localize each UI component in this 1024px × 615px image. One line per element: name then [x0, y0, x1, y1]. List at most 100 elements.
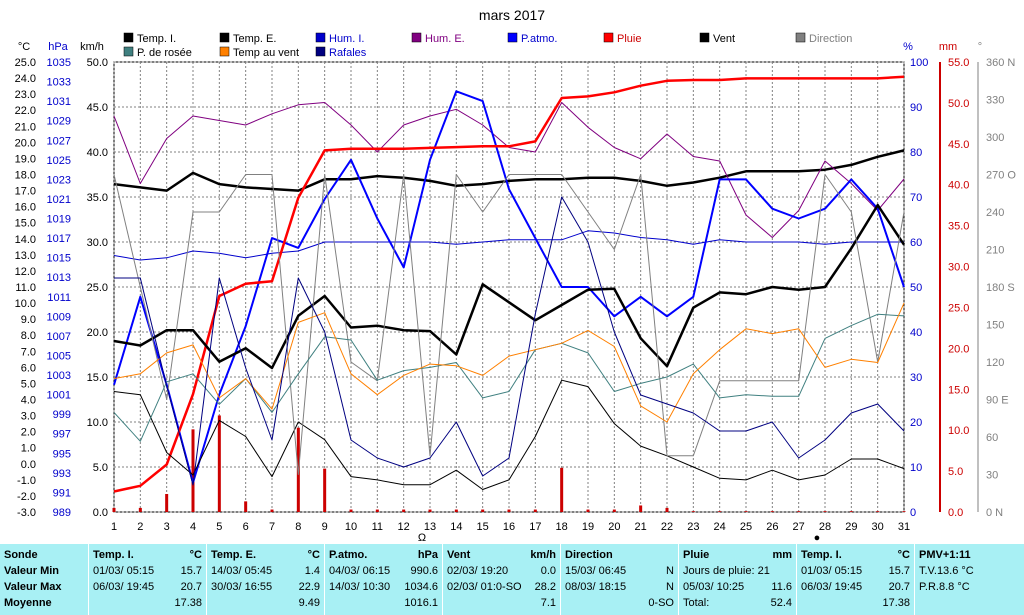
stat-min-date: 14/03/ 05:45 [211, 565, 273, 577]
rain-bar [612, 509, 616, 512]
stat-unit: mm [772, 549, 792, 561]
x-tick-label: 2 [137, 521, 143, 533]
stat-total: 52.4 [770, 597, 792, 609]
tick-label-left: 11.0 [15, 282, 36, 294]
rain-bar [770, 511, 774, 512]
axis-unit-right: mm [939, 41, 957, 53]
tick-label-right: 90 E [986, 395, 1009, 407]
stat-max-date: 06/03/ 19:45 [93, 581, 155, 593]
legend-swatch [507, 32, 518, 43]
tick-label-left: 30.0 [87, 237, 108, 249]
rain-bar [586, 509, 590, 512]
weather-chart: mars 2017°C25.024.023.022.021.020.019.01… [15, 7, 1017, 544]
stat-max-date: 30/03/ 16:55 [211, 581, 273, 593]
stat-average: 0-SO [648, 597, 674, 609]
stat-min-value: 15.7 [888, 565, 910, 577]
stat-total-label: Total: [683, 597, 710, 609]
tick-label-right: 40 [910, 327, 922, 339]
tick-label-left: 22.0 [15, 105, 36, 117]
legend-swatch [603, 32, 614, 43]
stat-max-date: 08/03/ 18:15 [565, 581, 627, 593]
x-tick-label: 20 [608, 521, 620, 533]
stat-max-date: 14/03/ 10:30 [329, 581, 391, 593]
stat-title: Direction [565, 549, 613, 561]
stat-min-value: 15.7 [180, 565, 202, 577]
tick-label-right: 0 N [986, 507, 1003, 519]
stat-min-date: 02/03/ 19:20 [447, 565, 509, 577]
rain-bar [454, 509, 458, 512]
tick-label-left: 18.0 [15, 170, 36, 182]
tick-label-left: 995 [53, 448, 71, 460]
max-label: Valeur Max [4, 581, 62, 593]
x-tick-label: 18 [556, 521, 568, 533]
legend-swatch [795, 32, 806, 43]
tick-label-right: 30 [910, 372, 922, 384]
tick-label-right: 30.0 [948, 262, 969, 274]
moon-marker: Ω [418, 532, 426, 544]
rain-bar [112, 507, 116, 512]
x-tick-label: 1 [111, 521, 117, 533]
tick-label-left: 1007 [47, 331, 71, 343]
x-tick-label: 3 [164, 521, 170, 533]
tick-label-right: 60 [986, 432, 998, 444]
tick-label-left: 50.0 [87, 57, 108, 69]
tick-label-left: 10.0 [87, 417, 108, 429]
x-tick-label: 28 [819, 521, 831, 533]
tick-label-right: 0 [910, 507, 916, 519]
stat-max-date: 06/03/ 19:45 [801, 581, 863, 593]
legend-label: Temp au vent [233, 47, 299, 59]
legend-label: P.atmo. [521, 33, 558, 45]
rain-bar [665, 507, 669, 512]
rain-bar [639, 505, 643, 512]
rain-bar [165, 494, 169, 512]
legend-label: Direction [809, 33, 852, 45]
x-tick-label: 13 [424, 521, 436, 533]
stat-min-value: 1.4 [304, 565, 320, 577]
tick-label-right: 50 [910, 282, 922, 294]
tick-label-left: 1023 [47, 174, 71, 186]
tick-label-left: 993 [53, 468, 71, 480]
tick-label-left: 16.0 [15, 202, 36, 214]
rain-bar [691, 511, 695, 512]
stats-table: Sonde Valeur Min Valeur Max Moyenne Temp… [0, 544, 1024, 615]
tick-label-left: 1.0 [21, 443, 36, 455]
legend-swatch [315, 46, 326, 57]
tick-label-left: 997 [53, 429, 71, 441]
tick-label-right: 0.0 [948, 507, 963, 519]
stat-title: Temp. I. [93, 549, 134, 561]
tick-label-left: 3.0 [21, 411, 36, 423]
tick-label-left: 5.0 [93, 462, 108, 474]
legend-swatch [123, 46, 134, 57]
tick-label-left: 1031 [47, 96, 71, 108]
tick-label-left: 14.0 [15, 234, 36, 246]
series-line-pluie [113, 75, 905, 493]
series-line-temp-i- [113, 149, 905, 192]
tick-label-left: 1001 [47, 390, 71, 402]
legend-swatch [123, 32, 134, 43]
tick-label-left: -1.0 [17, 475, 36, 487]
tick-label-left: 2.0 [21, 427, 36, 439]
legend-label: Temp. E. [233, 33, 276, 45]
tick-label-right: 100 [910, 57, 928, 69]
rain-bar [849, 511, 853, 512]
tick-label-right: 300 [986, 132, 1004, 144]
stat-title: Pluie [683, 549, 710, 561]
tick-label-left: 1013 [47, 272, 71, 284]
rain-bar [876, 511, 880, 512]
axis-unit-right: % [903, 41, 913, 53]
tick-label-right: 55.0 [948, 57, 969, 69]
tick-label-right: 25.0 [948, 302, 969, 314]
x-tick-label: 9 [322, 521, 328, 533]
stat-average: 17.38 [882, 597, 910, 609]
tick-label-left: 19.0 [15, 153, 36, 165]
x-tick-label: 14 [450, 521, 462, 533]
tick-label-right: 5.0 [948, 466, 963, 478]
tick-label-left: 1017 [47, 233, 71, 245]
series-line-temp-au-vent [113, 302, 905, 423]
stats-row-labels: Sonde Valeur Min Valeur Max Moyenne [0, 544, 88, 615]
tick-label-left: 15.0 [15, 218, 36, 230]
stats-vent: Vent km/h 02/03/ 19:20 0.0 02/03/ 01:0-SO 2… [443, 544, 560, 615]
x-tick-label: 6 [243, 521, 249, 533]
axis-unit-right: ° [978, 41, 982, 53]
rain-bar [270, 509, 274, 512]
